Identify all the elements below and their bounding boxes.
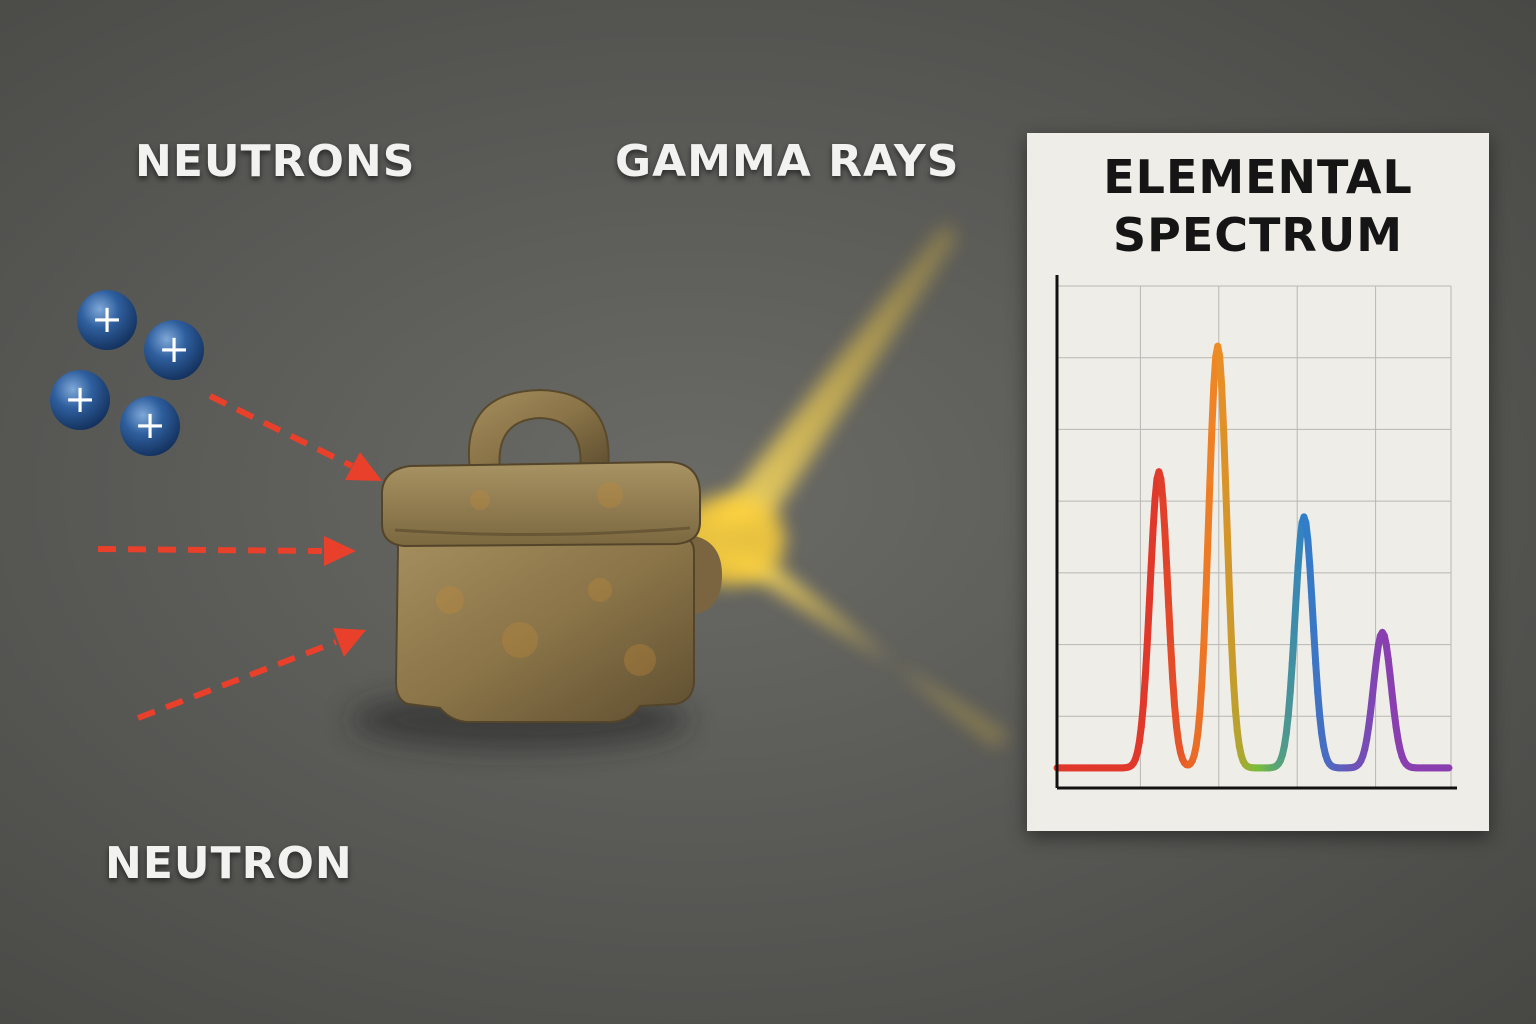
spectrum-segment	[1208, 381, 1218, 433]
spectrum-segment	[1288, 628, 1298, 668]
spectrum-segment	[1159, 495, 1169, 534]
arrow-bottom	[136, 639, 338, 721]
spectrum-segment	[1165, 603, 1175, 649]
panel-title-line2: SPECTRUM	[1113, 208, 1403, 262]
arrow-middle	[97, 546, 323, 554]
spectrum-segment	[1204, 479, 1214, 543]
spectrum-segment	[1149, 495, 1159, 534]
particle-icon: +	[120, 396, 180, 456]
stone-artifact	[350, 388, 722, 750]
spectrum-segment	[1163, 564, 1173, 611]
particle-icon: +	[50, 370, 110, 430]
spectrum-segment	[1161, 526, 1171, 572]
spectrum-segment	[1310, 628, 1320, 668]
spectrum-chart	[1053, 275, 1457, 790]
spectrum-segment	[1206, 425, 1216, 487]
spectrum-segment	[1225, 589, 1235, 644]
spectrum-segment	[1312, 660, 1322, 696]
spectrum-segment	[1147, 526, 1157, 572]
spectrum-segment	[1198, 636, 1208, 684]
spectrum-segment	[1216, 352, 1226, 389]
spectrum-segment	[1139, 674, 1149, 710]
spectrum-curve	[1053, 342, 1453, 772]
particle-symbol: +	[91, 297, 123, 341]
spectrum-segment	[1210, 352, 1220, 389]
spectrum-segment	[1304, 536, 1314, 570]
spectrum-panel	[1027, 133, 1489, 831]
particle-symbol: +	[158, 327, 190, 371]
gamma-rays-label: GAMMA RAYS	[615, 136, 960, 187]
spectrum-segment	[1314, 688, 1324, 719]
spectrum-segment	[1284, 688, 1294, 719]
spectrum-segment	[1167, 641, 1177, 682]
spectrum-segment	[1171, 702, 1181, 731]
arrow-top	[208, 393, 354, 469]
spectrum-segment	[1194, 706, 1204, 735]
arrow-head-icon	[345, 452, 382, 481]
spectrum-segment	[1308, 594, 1318, 636]
arrow-head-icon	[324, 536, 356, 566]
spectrum-segment	[1306, 562, 1316, 602]
particle-icon: +	[77, 290, 137, 350]
spectrum-segment	[1227, 636, 1237, 684]
spectrum-segment	[1220, 425, 1230, 487]
neutron-arrows	[97, 393, 382, 721]
neutrons-label: NEUTRONS	[135, 136, 416, 187]
particle-icon: +	[144, 320, 204, 380]
spectrum-segment	[1200, 589, 1210, 644]
spectrum-segment	[1292, 562, 1302, 602]
spectrum-segment	[1222, 479, 1232, 543]
gamma-ray-glow	[675, 222, 1010, 748]
particle-symbol: +	[64, 377, 96, 421]
neutron-label: NEUTRON	[105, 838, 353, 889]
spectrum-segment	[1294, 536, 1304, 570]
spectrum-segment	[1141, 641, 1151, 682]
neutron-particles: + + + +	[50, 290, 204, 456]
spectrum-segment	[1196, 676, 1206, 714]
spectrum-segment	[1137, 702, 1147, 731]
spectrum-segment	[1290, 594, 1300, 636]
panel-title-line1: ELEMENTAL	[1103, 150, 1413, 204]
spectrum-segment	[1145, 564, 1155, 611]
spectrum-segment	[1224, 535, 1233, 597]
spectrum-segment	[1202, 535, 1212, 597]
particle-symbol: +	[134, 403, 166, 447]
spectrum-segment	[1231, 706, 1241, 735]
spectrum-segment	[1218, 381, 1228, 433]
spectrum-segment	[1286, 660, 1296, 696]
spectrum-segment	[1143, 603, 1153, 649]
chart-axes	[1055, 275, 1457, 790]
arrow-head-icon	[333, 628, 366, 657]
spectrum-segment	[1169, 674, 1179, 710]
spectrum-segment	[1229, 676, 1239, 714]
